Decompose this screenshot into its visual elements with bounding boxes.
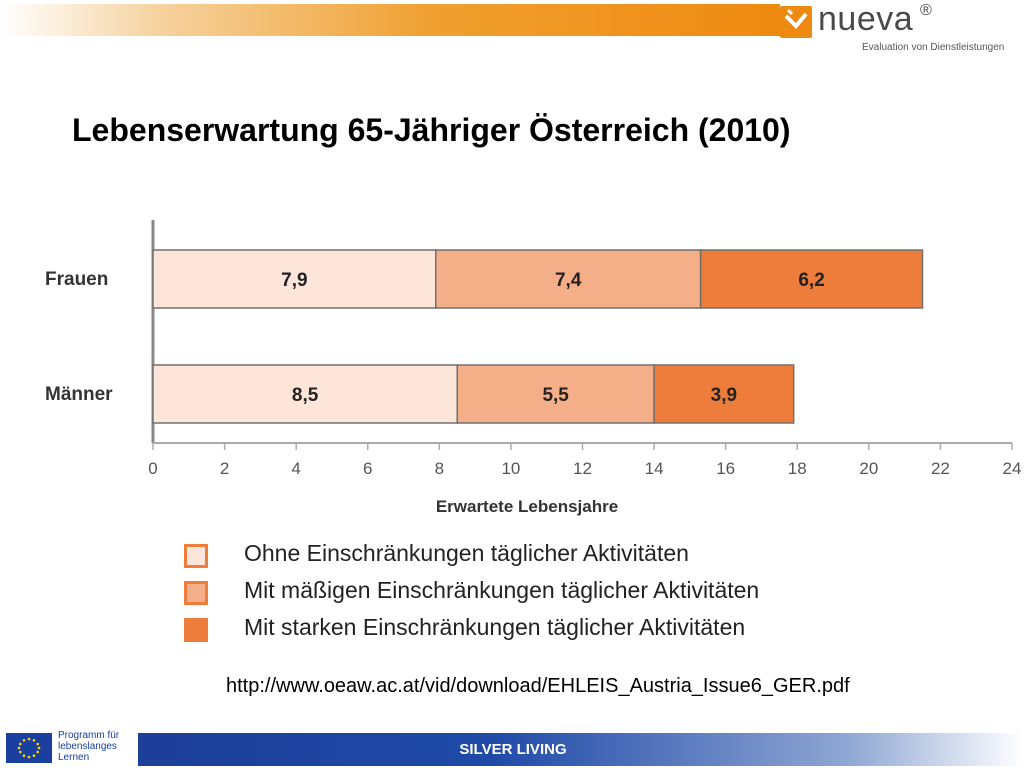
x-tick-label: 22 [931,459,950,478]
x-tick-label: 14 [645,459,664,478]
eu-flag-icon [6,733,52,763]
program-text: Programm für lebenslanges Lernen [58,730,138,763]
bar-segment [152,249,437,309]
legend-swatch-3 [184,618,208,642]
bar-value-label: 5,5 [542,385,569,406]
header-gradient-band [0,4,780,36]
eu-program-logo: Programm für lebenslanges Lernen [0,729,138,768]
x-tick-label: 24 [1003,459,1022,478]
x-tick-label: 18 [788,459,807,478]
x-tick-label: 10 [501,459,520,478]
x-tick-label: 12 [573,459,592,478]
logo-registered-mark: ® [920,2,932,19]
logo-subtitle: Evaluation von Dienstleistungen [862,42,1005,53]
program-line-3: Lernen [58,752,90,763]
bar-value-label: 7,9 [281,270,307,291]
legend-label-1: Ohne Einschränkungen täglicher Aktivität… [244,540,689,566]
logo-name: nueva [818,0,914,38]
source-link[interactable]: http://www.oeaw.ac.at/vid/download/EHLEI… [226,675,850,697]
x-axis-label: Erwartete Lebensjahre [436,497,618,516]
bar-segment [653,364,795,424]
legend-label-2: Mit mäßigen Einschränkungen täglicher Ak… [244,577,760,603]
x-tick-label: 2 [220,459,229,478]
footer-title: SILVER LIVING [459,741,567,758]
x-tick-label: 0 [148,459,157,478]
category-label: Frauen [45,269,108,290]
legend-swatch-1 [184,544,208,568]
bar-value-label: 8,5 [292,385,319,406]
nueva-logo-icon [780,6,812,38]
x-tick-label: 8 [435,459,444,478]
x-tick-label: 20 [859,459,878,478]
x-tick-label: 16 [716,459,735,478]
bar-value-label: 7,4 [555,270,582,291]
bar-segment [152,364,458,424]
page-title: Lebenserwartung 65-Jähriger Österreich (… [72,112,791,148]
legend-label-3: Mit starken Einschränkungen täglicher Ak… [244,614,746,640]
program-line-2: lebenslanges [58,741,117,752]
category-label: Männer [45,384,113,405]
nueva-logo: nueva ® Evaluation von Dienstleistungen [780,0,1020,58]
bar-segment [699,249,924,309]
legend-swatch-2 [184,581,208,605]
bar-segment [456,364,655,424]
bar-value-label: 6,2 [798,270,824,291]
footer-bar: SILVER LIVING [138,733,1024,766]
x-tick-label: 4 [291,459,300,478]
bar-value-label: 3,9 [711,385,737,406]
x-tick-label: 6 [363,459,372,478]
program-line-1: Programm für [58,730,120,741]
